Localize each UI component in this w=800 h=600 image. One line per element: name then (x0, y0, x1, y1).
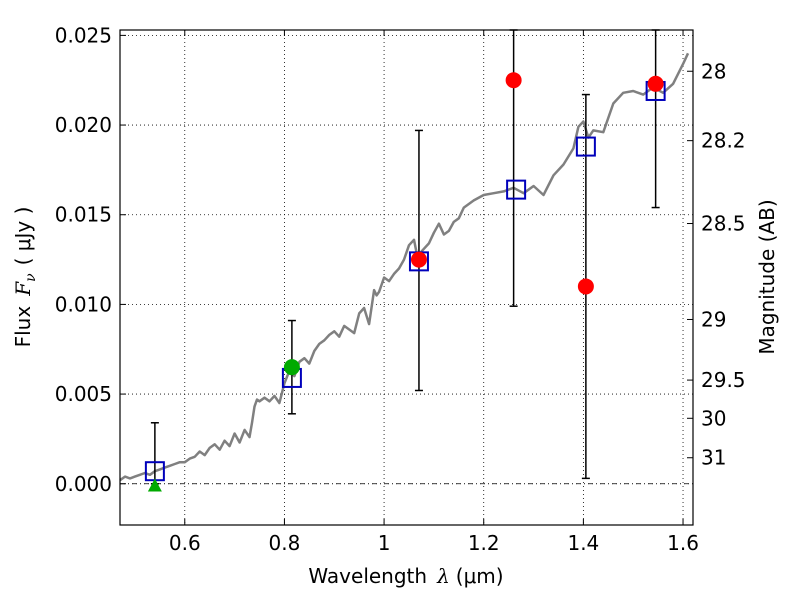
magnitude-axis-ticks: 28 28.2 28.5 29 29.5 30 31 (687, 59, 746, 470)
spectrum-line (119, 52, 690, 482)
x-tick-label: 1 (378, 531, 391, 555)
magnitude-tick-label: 29.5 (701, 368, 746, 392)
x-axis-title-unit: (μm) (456, 564, 504, 588)
y-axis-title-unit: ( μJy ) (11, 207, 35, 266)
magnitude-tick-label: 29 (701, 307, 726, 331)
y2-axis-title: Magnitude (AB) (755, 199, 779, 354)
observed-markers (147, 72, 664, 492)
observed-point (647, 75, 664, 92)
x-tick-label: 1.6 (667, 531, 699, 555)
x-tick-label: 1.2 (468, 531, 500, 555)
magnitude-tick-label: 28.2 (701, 129, 746, 153)
model-spectrum (119, 52, 690, 482)
x-axis-title-symbol: λ (436, 564, 450, 588)
observed-point (410, 251, 427, 268)
grid (120, 30, 693, 525)
error-bars (150, 29, 660, 485)
x-axis-title: Wavelength λ (μm) (308, 564, 503, 588)
plot-background (120, 30, 693, 525)
plot-frame (119, 29, 694, 526)
y-tick-label: 0.025 (55, 23, 112, 47)
observed-point (505, 72, 522, 89)
x-tick-label: 1.4 (567, 531, 599, 555)
y-tick-label: 0.005 (55, 382, 112, 406)
magnitude-tick-label: 28 (701, 59, 726, 83)
x-tick-label: 0.8 (269, 531, 301, 555)
y-axis-title-subscript: ν (23, 273, 39, 282)
model-photometry-square (575, 136, 596, 157)
magnitude-tick-label: 28.5 (701, 212, 746, 236)
y-axis-title-symbol: F (11, 281, 35, 297)
magnitude-tick-label: 31 (701, 446, 726, 470)
x-axis-ticks: 0.6 0.8 1 1.2 1.4 1.6 (169, 30, 699, 555)
x-tick-label: 0.6 (169, 531, 201, 555)
y-axis-title-text: Flux (11, 306, 35, 348)
upper-limit-triangle (147, 478, 162, 492)
x-axis-title-text: Wavelength (308, 564, 427, 588)
highlight-point (283, 359, 300, 376)
y-tick-label: 0.015 (55, 203, 112, 227)
model-photometry-square (506, 179, 527, 200)
magnitude-tick-label: 30 (701, 406, 726, 430)
y-tick-label: 0.000 (55, 472, 112, 496)
y-tick-label: 0.010 (55, 292, 112, 316)
y-tick-label: 0.020 (55, 113, 112, 137)
y-axis-ticks: 0.000 0.005 0.010 0.015 0.020 0.025 (55, 23, 126, 496)
observed-point (577, 278, 594, 295)
y-axis-title: Flux Fν ( μJy ) (11, 207, 39, 348)
